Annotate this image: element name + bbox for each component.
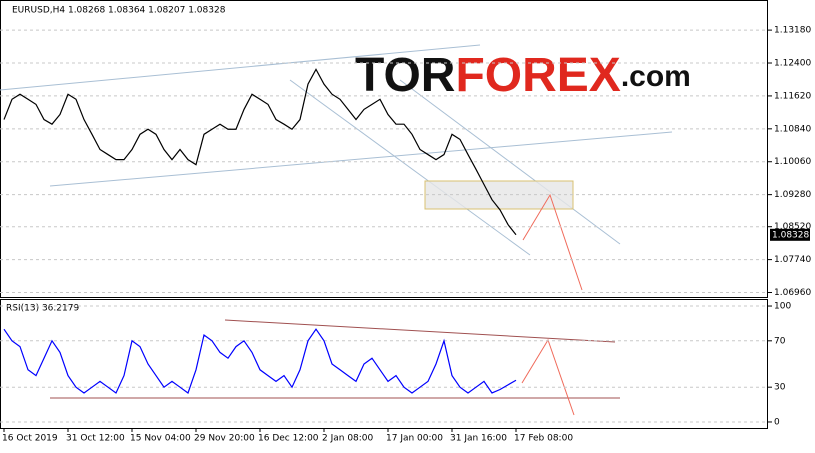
y-tick-label: 1.10840 — [774, 124, 811, 134]
x-tick-label: 17 Jan 00:00 — [386, 434, 443, 444]
series-line — [3, 328, 517, 394]
y-tick-label: 1.11620 — [774, 91, 811, 101]
x-tick-label: 16 Dec 12:00 — [258, 434, 319, 444]
y-tick-label: 1.08520 — [774, 222, 811, 232]
y-tick-label: 30 — [774, 383, 786, 393]
channel-line — [289, 79, 531, 256]
channel-line — [0, 44, 481, 91]
y-tick-label: 70 — [774, 336, 786, 346]
annotations — [0, 44, 673, 416]
y-tick-label: 1.09280 — [774, 190, 811, 200]
x-tick-label: 17 Feb 08:00 — [514, 434, 573, 444]
x-tick-label: 31 Oct 12:00 — [66, 434, 125, 444]
y-tick-label: 1.07740 — [774, 255, 811, 265]
forecast-arrow — [521, 338, 575, 416]
x-tick-label: 15 Nov 04:00 — [130, 434, 191, 444]
channel-line — [49, 131, 673, 187]
price-tag-bg — [770, 228, 810, 241]
y-tick-label: 100 — [774, 302, 791, 312]
y-tick-label: 0 — [774, 417, 780, 427]
y-tick-label: 1.12400 — [774, 59, 811, 69]
y-tick-label: 1.06960 — [774, 288, 811, 298]
logo: TORFOREX.com — [355, 49, 691, 102]
x-tick-label: 31 Jan 16:00 — [450, 434, 507, 444]
series-line — [3, 68, 517, 236]
rsi-title: RSI(13) 36.2179 — [6, 304, 79, 314]
x-tick-label: 2 Jan 08:00 — [322, 434, 374, 444]
y-tick-label: 1.10060 — [774, 157, 811, 167]
price-frame — [0, 0, 768, 298]
symbol-header: EURUSD,H4 1.08268 1.08364 1.08207 1.0832… — [12, 6, 226, 16]
x-tick-label: 29 Nov 20:00 — [194, 434, 255, 444]
logo-part: FOREX — [455, 49, 620, 102]
logo-part: .com — [621, 60, 691, 93]
x-tick-label: 16 Oct 2019 — [2, 434, 58, 444]
y-tick-label: 1.13180 — [774, 26, 811, 36]
price-tag: 1.08328 — [772, 230, 809, 240]
forecast-arrow — [522, 193, 583, 291]
logo-part: TOR — [355, 49, 455, 102]
rsi-trendline — [224, 319, 616, 343]
rsi-frame — [0, 299, 768, 429]
